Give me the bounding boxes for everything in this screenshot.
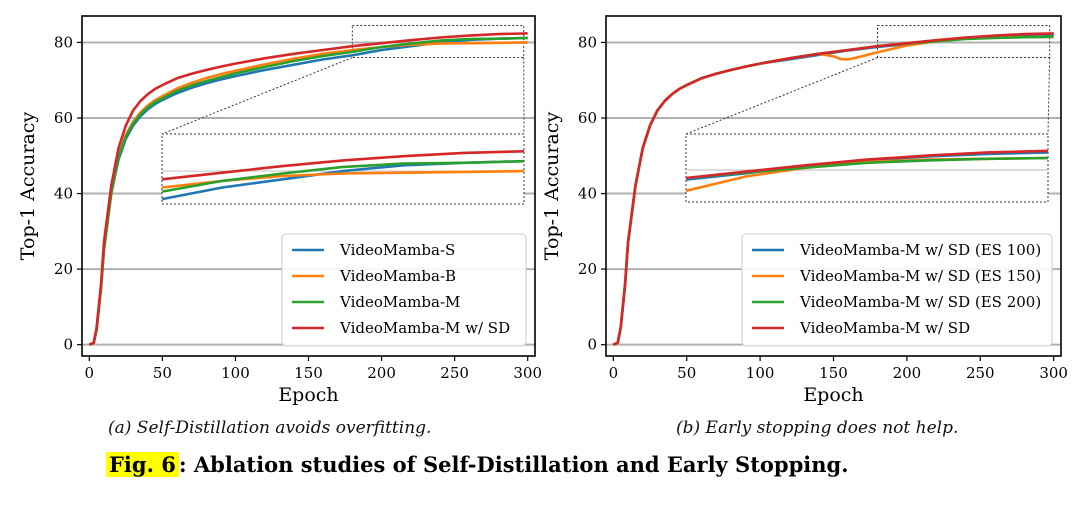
legend-label: VideoMamba-S [339, 241, 455, 259]
legend-box [281, 233, 527, 347]
y-tick-label: 40 [54, 185, 73, 203]
figure-caption: Fig. 6: Ablation studies of Self-Distill… [106, 452, 849, 477]
series-line [612, 32, 1054, 346]
y-tick-label: 60 [578, 109, 597, 127]
legend-label: VideoMamba-M w/ SD [799, 319, 970, 337]
legend-label: VideoMamba-B [339, 267, 456, 285]
zoom-region-box [351, 24, 525, 59]
x-tick-label: 300 [1039, 364, 1068, 382]
x-tick-label: 0 [85, 364, 95, 382]
legend-box [741, 233, 1053, 347]
x-tick-label: 100 [746, 364, 775, 382]
chart-panel-a: 0 50 100 150 200 250 300 0 20 40 60 80 Epoch Top-1 Ac… [17, 15, 542, 406]
figure-label: Fig. 6 [106, 452, 179, 477]
zoom-connector [685, 57, 878, 135]
y-axis-label: Top-1 Accuracy [541, 112, 563, 261]
x-tick-label: 300 [513, 364, 542, 382]
legend-label: VideoMamba-M w/ SD [339, 319, 510, 337]
x-tick-label: 150 [294, 364, 323, 382]
x-tick-label: 150 [819, 364, 848, 382]
inset-series-line [161, 159, 525, 193]
x-tick-label: 0 [609, 364, 619, 382]
zoom-region-box [877, 24, 1051, 59]
inset-frame [685, 133, 1049, 203]
x-tick-label: 200 [893, 364, 922, 382]
chart-panel-b: 0 50 100 150 200 250 300 0 20 40 60 80 Epoch Top-1 Ac… [541, 15, 1068, 406]
x-axis-label: Epoch [278, 384, 338, 406]
y-tick-label: 0 [587, 336, 597, 354]
y-tick-label: 20 [54, 260, 73, 278]
x-tick-label: 250 [966, 364, 995, 382]
y-tick-label: 20 [578, 260, 597, 278]
legend-label: VideoMamba-M w/ SD (ES 200) [799, 293, 1041, 311]
series-line [88, 32, 528, 346]
inset-series-line [685, 149, 1049, 180]
x-tick-label: 100 [221, 364, 250, 382]
subcaption-b: (b) Early stopping does not help. [676, 418, 959, 438]
legend-label: VideoMamba-M [339, 293, 460, 311]
inset-frame [161, 133, 525, 205]
y-tick-label: 0 [63, 336, 73, 354]
x-tick-label: 50 [153, 364, 172, 382]
x-tick-label: 50 [677, 364, 696, 382]
y-tick-label: 80 [578, 33, 597, 51]
zoom-connector [1047, 57, 1051, 135]
x-tick-label: 250 [440, 364, 469, 382]
x-axis-label: Epoch [803, 384, 863, 406]
caption-text: : Ablation studies of Self-Distillation … [178, 452, 849, 477]
subcaption-a: (a) Self-Distillation avoids overfitting… [108, 418, 432, 438]
legend-label: VideoMamba-M w/ SD (ES 100) [799, 241, 1041, 259]
y-tick-label: 40 [578, 185, 597, 203]
y-tick-label: 60 [54, 109, 73, 127]
inset-series-line [161, 150, 525, 181]
legend-label: VideoMamba-M w/ SD (ES 150) [799, 267, 1041, 285]
y-axis-label: Top-1 Accuracy [17, 112, 39, 261]
x-tick-label: 200 [367, 364, 396, 382]
y-tick-label: 80 [54, 33, 73, 51]
